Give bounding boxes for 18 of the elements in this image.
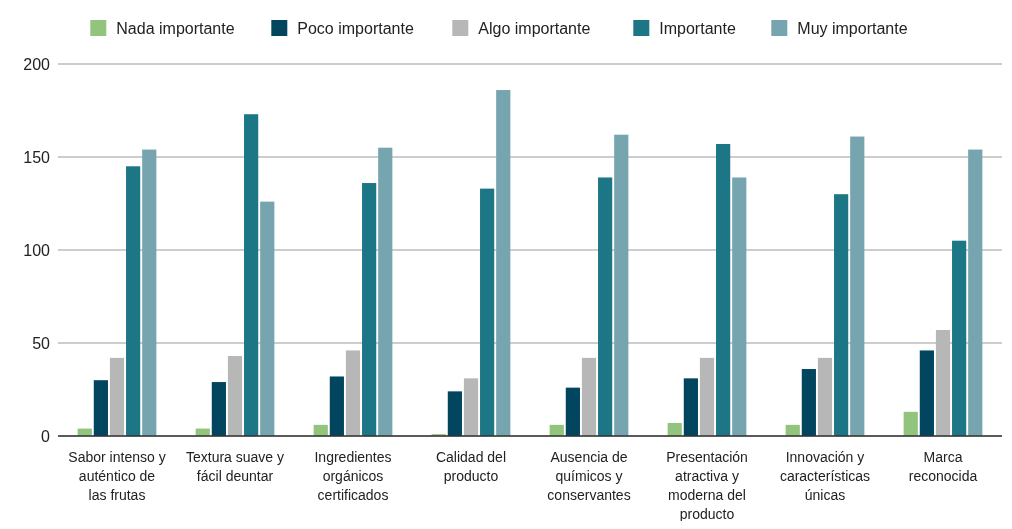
legend-label: Muy importante (797, 19, 908, 37)
x-tick-label: Marca reconocida (908, 449, 978, 484)
y-tick-label: 100 (23, 241, 51, 259)
x-tick-label: Textura suave y fácil deuntar (185, 449, 285, 484)
legend-label: Poco importante (297, 19, 414, 37)
y-tick-label: 0 (41, 427, 51, 445)
x-tick-label: Ingredientes orgánicos certificados (314, 449, 392, 503)
y-tick-label: 150 (23, 148, 51, 166)
x-tick-label: Presentación atractiva y moderna del producto (666, 449, 748, 522)
y-tick-label: 50 (32, 334, 51, 352)
legend-label: Nada importante (116, 19, 235, 37)
legend-label: Algo importante (478, 19, 591, 37)
x-tick-label: Calidad del producto (435, 449, 507, 484)
x-tick-label: Ausencia de químicos y conservantes (547, 449, 631, 503)
y-tick-label: 200 (23, 55, 51, 73)
x-tick-label: Innovación y características únicas (779, 449, 871, 503)
x-tick-label: Sabor intenso y auténtico de las frutas (68, 449, 166, 503)
legend-label: Importante (659, 19, 736, 37)
